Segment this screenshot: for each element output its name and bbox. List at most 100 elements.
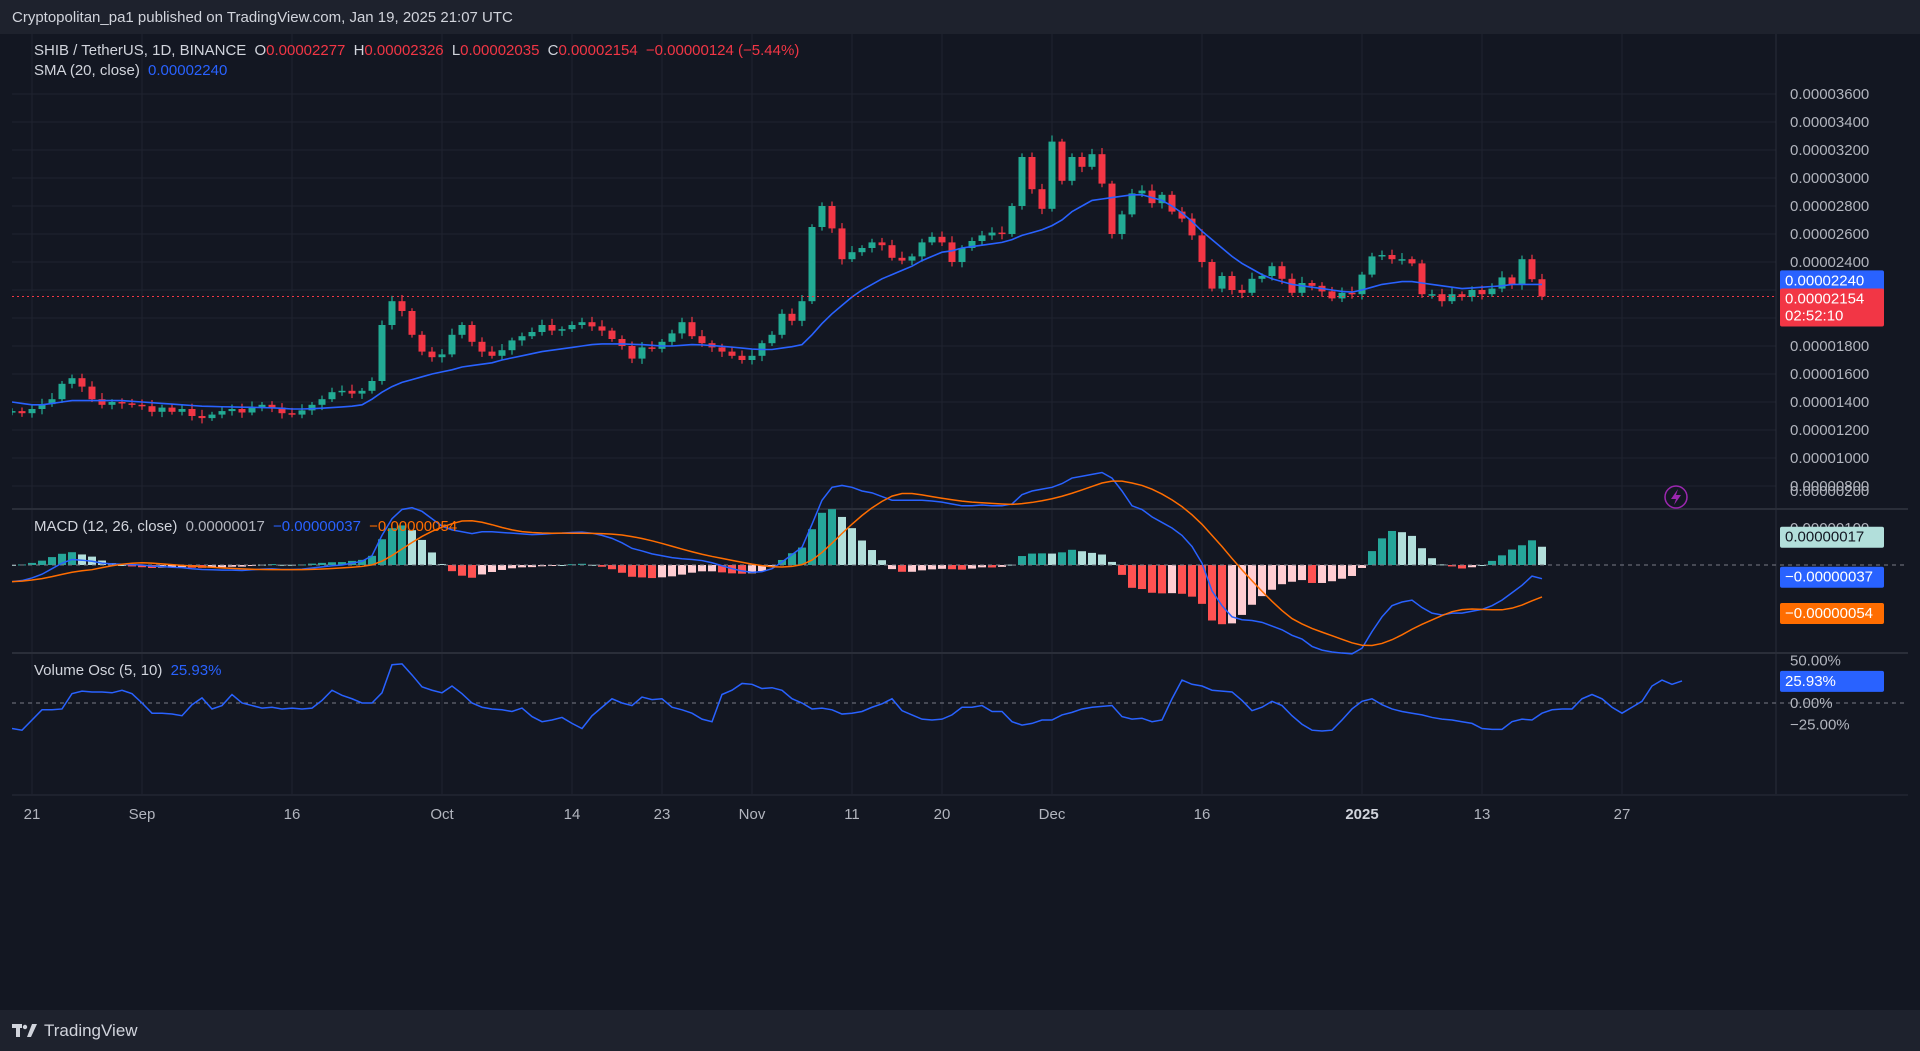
macd-bar [1318,565,1326,583]
footer-bar: TradingView [0,1010,1920,1051]
macd-signal-badge-bg [1780,602,1884,624]
macd-bar [1238,565,1246,615]
macd-tick-label: 0.00000200 [1790,483,1869,500]
publish-header: Cryptopolitan_pa1 published on TradingVi… [0,0,1920,34]
macd-bar [718,565,726,573]
macd-bar [1098,554,1106,565]
macd-hist-badge-text: 0.00000017 [1785,529,1864,546]
price-tick-label: 0.00002600 [1790,226,1869,243]
macd-bar [1348,565,1356,576]
candle-body [188,409,196,416]
macd-bar [368,555,376,565]
sma-legend[interactable]: SMA (20, close) 0.00002240 [34,62,231,79]
macd-bar [798,547,806,565]
candle-body [828,206,836,229]
price-tick-label: 0.00002800 [1790,198,1869,215]
macd-line-badge-bg [1780,566,1884,588]
price-badge-bg [1780,288,1884,327]
sma-badge[interactable]: 0.00002240 [1780,270,1884,292]
candle-body [1038,189,1046,209]
macd-bar [28,562,36,565]
vo-badge[interactable]: 25.93% [1780,670,1884,692]
chart-frame[interactable]: 0.00000800 0.00001000 0.00001200 0.00001400… [12,34,1908,1010]
macd-bar [1278,565,1286,585]
macd-bar [888,565,896,570]
macd-bar [658,565,666,578]
time-tick-label: 27 [1614,806,1631,823]
candle-body [1128,193,1136,215]
tradingview-logo[interactable]: TradingView [12,1021,138,1041]
sma-badge-bg [1780,270,1884,292]
time-tick-label: 13 [1474,806,1491,823]
macd-bar [968,565,976,569]
price-tick-label: 0.00001000 [1790,450,1869,467]
candle-body [538,325,546,332]
candle-body [418,334,426,352]
macd-line-badge[interactable]: −0.00000037 [1780,566,1884,588]
macd-bar [448,565,456,572]
macd-bar [898,565,906,572]
macd-bar [988,565,996,568]
sma-label: SMA (20, close) [34,62,140,79]
price-tick-label: 0.00001600 [1790,366,1869,383]
candle-body [1328,291,1336,299]
macd-legend[interactable]: MACD (12, 26, close) 0.00000017 −0.00000… [34,518,461,535]
macd-hist-badge[interactable]: 0.00000017 [1780,526,1884,548]
candle-body [968,241,976,248]
candle-body [278,407,286,414]
price-tick-label: 0.00001800 [1790,338,1869,355]
macd-bar [398,525,406,565]
candle-body [168,407,176,412]
macd-hist-value: 0.00000017 [185,518,265,535]
macd-bar [428,552,436,565]
candle-body [1398,259,1406,261]
macd-signal-badge[interactable]: −0.00000054 [1780,602,1884,624]
candle-body [1238,290,1246,293]
macd-bar [518,565,526,568]
candle-body [1438,294,1446,302]
candle-body [588,322,596,327]
candle-body [1208,262,1216,289]
candle-body [508,340,516,351]
macd-bar [688,565,696,573]
candle-body [12,411,16,413]
macd-bar [458,565,466,576]
candle-body [88,386,96,400]
vo-tick-label: 50.00% [1790,653,1841,670]
macd-bar [648,565,656,579]
candle-body [668,333,676,342]
lightning-icon [1664,485,1688,509]
macd-bar [1188,565,1196,597]
candle-body [1248,278,1256,293]
macd-bar [1408,535,1416,565]
candle-body [1028,157,1036,190]
macd-bar [868,550,876,565]
macd-bar [468,565,476,578]
candle-body [1538,279,1546,297]
legend-low: 0.00002035 [460,42,540,59]
macd-bar [1468,565,1476,568]
candle-body [868,242,876,248]
price-tick-label: 0.00003200 [1790,142,1869,159]
chart-canvas[interactable]: 0.00000800 0.00001000 0.00001200 0.00001400… [12,34,1908,1010]
macd-bar [1378,538,1386,565]
price-tick-label: 0.00001200 [1790,422,1869,439]
candle-body [1288,278,1296,293]
candle-body [1448,294,1456,302]
candle-body [368,381,376,391]
candle-body [308,404,316,411]
legend-symbol[interactable]: SHIB / TetherUS, 1D, BINANCE [34,42,247,59]
candle-body [1428,294,1436,296]
macd-bar [1218,565,1226,625]
macd-line-badge-text: −0.00000037 [1785,569,1873,586]
candle-body [338,390,346,393]
candle-body [518,336,526,341]
candle-body [978,235,986,241]
candle-body [1218,276,1226,289]
vo-legend[interactable]: Volume Osc (5, 10) 25.93% [34,662,225,679]
macd-bar [1418,548,1426,565]
candle-body [1518,259,1526,285]
macd-bar [318,562,326,565]
candle-body [1098,154,1106,184]
